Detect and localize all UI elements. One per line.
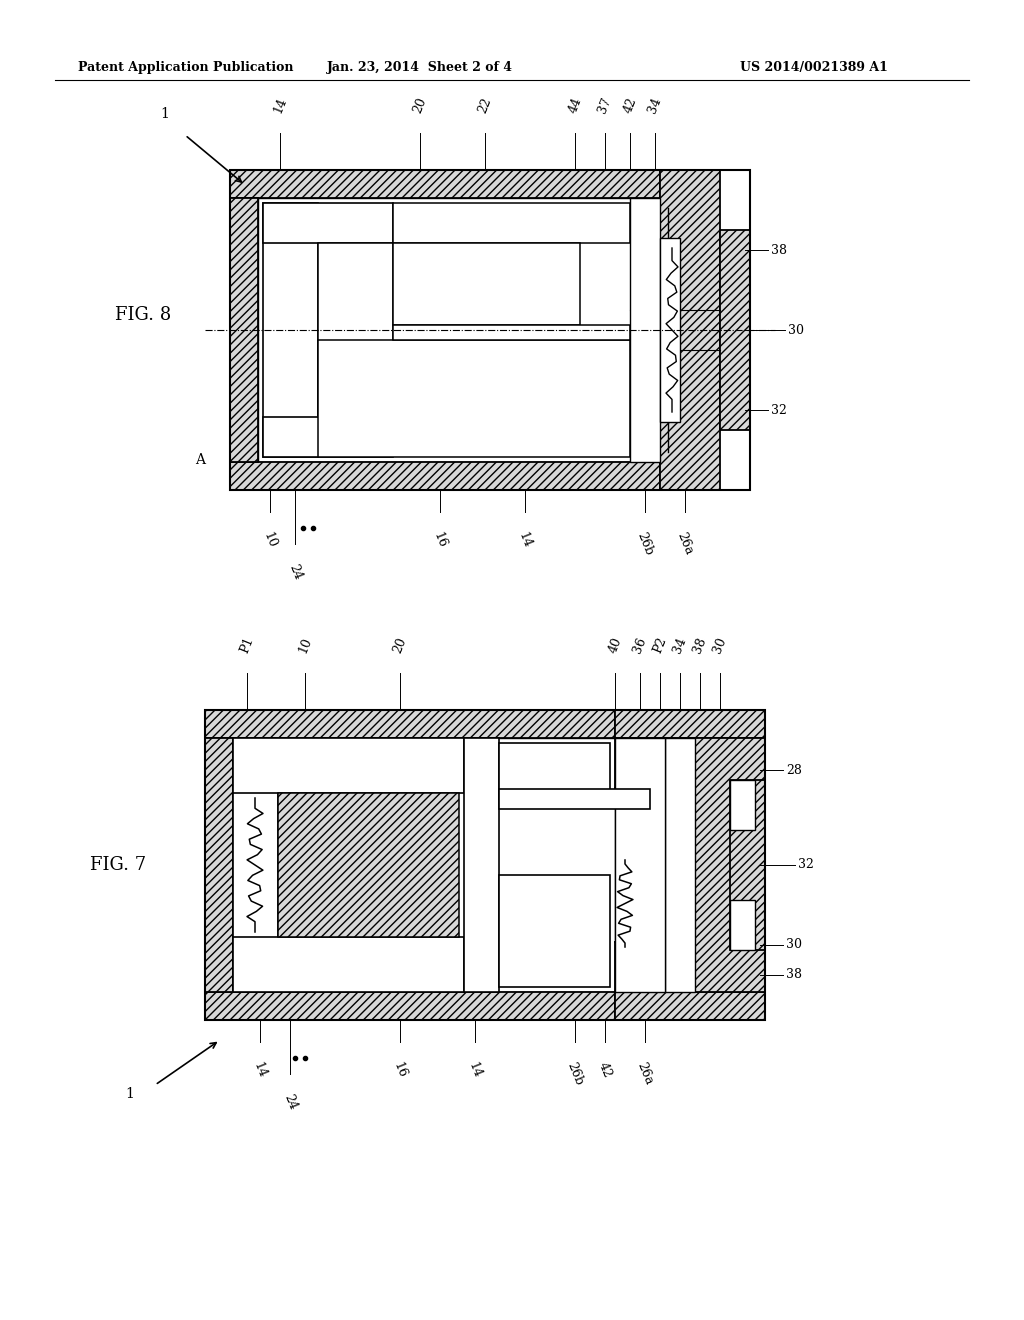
Bar <box>730 780 765 950</box>
Bar <box>205 710 765 1020</box>
Bar <box>660 170 720 490</box>
Bar <box>205 710 615 738</box>
Bar <box>464 738 499 993</box>
Text: FIG. 8: FIG. 8 <box>115 306 171 323</box>
Text: 26b: 26b <box>635 531 655 557</box>
Text: 26a: 26a <box>635 1060 655 1086</box>
Text: 34: 34 <box>646 95 664 115</box>
Bar <box>205 738 233 993</box>
Text: 24: 24 <box>281 1092 299 1111</box>
Text: P1: P1 <box>238 635 256 655</box>
Bar <box>630 198 660 462</box>
Bar <box>230 462 660 490</box>
Text: 16: 16 <box>431 531 449 549</box>
Text: 32: 32 <box>771 404 786 417</box>
Text: 10: 10 <box>296 635 314 655</box>
Bar <box>615 993 765 1020</box>
Text: 26b: 26b <box>564 1060 586 1088</box>
Bar <box>665 738 765 993</box>
Text: 38: 38 <box>771 243 787 256</box>
Text: 40: 40 <box>606 635 624 655</box>
Text: 16: 16 <box>391 1060 409 1080</box>
Text: 10: 10 <box>261 531 279 549</box>
Bar <box>615 710 765 738</box>
Text: 34: 34 <box>671 635 689 655</box>
Bar <box>278 793 459 937</box>
Text: 1: 1 <box>160 107 169 121</box>
Text: Jan. 23, 2014  Sheet 2 of 4: Jan. 23, 2014 Sheet 2 of 4 <box>327 62 513 74</box>
Text: P2: P2 <box>651 635 669 655</box>
Text: 37: 37 <box>596 95 614 115</box>
Bar <box>665 738 695 993</box>
Bar <box>258 198 660 462</box>
Bar <box>499 743 610 799</box>
Bar <box>730 900 755 950</box>
Bar <box>720 230 750 430</box>
Bar <box>263 203 318 457</box>
Text: 42: 42 <box>621 95 639 115</box>
Bar <box>233 738 278 993</box>
Text: 20: 20 <box>391 635 409 655</box>
Bar <box>318 341 630 457</box>
Bar <box>263 417 393 457</box>
Text: 14: 14 <box>466 1060 484 1080</box>
Bar <box>233 937 464 993</box>
Text: 28: 28 <box>786 763 802 776</box>
Bar <box>660 238 680 422</box>
Bar <box>499 875 610 987</box>
Text: 44: 44 <box>566 95 584 115</box>
Text: 30: 30 <box>711 635 729 655</box>
Text: 1: 1 <box>125 1086 134 1101</box>
Text: 26a: 26a <box>675 531 695 557</box>
Text: 36: 36 <box>631 635 649 655</box>
Bar <box>233 738 615 993</box>
Text: FIG. 7: FIG. 7 <box>90 855 146 874</box>
Text: US 2014/0021389 A1: US 2014/0021389 A1 <box>740 62 888 74</box>
Bar <box>393 325 630 341</box>
Text: 14: 14 <box>251 1060 269 1080</box>
Text: 30: 30 <box>788 323 804 337</box>
Bar <box>230 170 660 198</box>
Bar <box>393 203 630 243</box>
Bar <box>499 789 650 809</box>
Text: 32: 32 <box>798 858 814 871</box>
Bar <box>615 738 665 993</box>
Bar <box>233 738 464 793</box>
Text: 14: 14 <box>271 95 289 115</box>
Text: 14: 14 <box>516 531 535 549</box>
Text: 42: 42 <box>596 1060 614 1080</box>
Text: A: A <box>195 453 205 467</box>
Text: 24: 24 <box>286 562 304 582</box>
Bar <box>393 243 580 325</box>
Text: 22: 22 <box>476 95 494 115</box>
Bar <box>263 203 393 243</box>
Text: 38: 38 <box>691 635 709 655</box>
Text: 38: 38 <box>786 969 802 982</box>
Text: 30: 30 <box>786 939 802 952</box>
Text: Patent Application Publication: Patent Application Publication <box>78 62 294 74</box>
Bar <box>230 170 750 490</box>
Text: 20: 20 <box>411 95 429 115</box>
Bar <box>205 993 615 1020</box>
Bar <box>230 198 258 462</box>
Bar <box>318 243 393 417</box>
Bar <box>730 780 755 830</box>
